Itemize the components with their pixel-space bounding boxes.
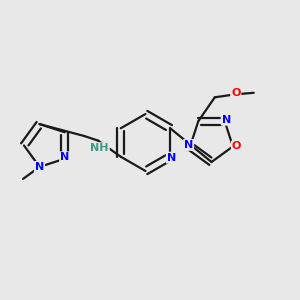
Text: N: N [167, 153, 176, 163]
Text: N: N [60, 152, 69, 162]
Text: N: N [222, 115, 231, 125]
Text: N: N [184, 140, 193, 150]
Text: N: N [35, 162, 44, 172]
Text: NH: NH [90, 143, 109, 153]
Text: O: O [231, 88, 241, 98]
Text: O: O [232, 142, 241, 152]
